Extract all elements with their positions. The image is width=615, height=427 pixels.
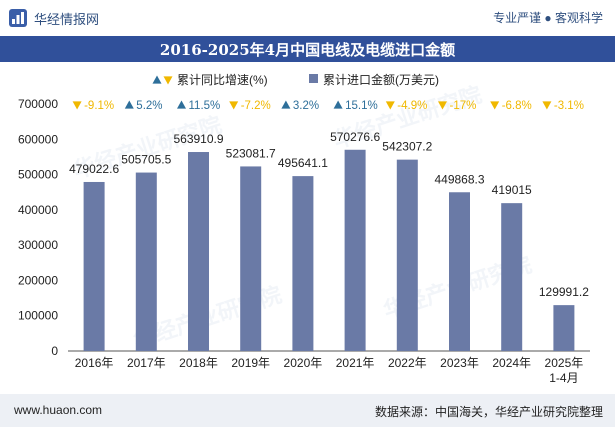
header: 华经情报网 专业严谨 ● 客观科学	[0, 0, 615, 36]
bar	[83, 181, 105, 351]
chart-logo-icon	[9, 9, 27, 27]
bar-value-label: 542307.2	[382, 140, 432, 154]
growth-label: -9.1%	[84, 100, 114, 112]
x-tick-label: 2024年	[492, 356, 531, 370]
y-tick-label: 200000	[18, 273, 58, 287]
growth-label: -17%	[450, 100, 477, 112]
bar-value-label: 449868.3	[434, 172, 484, 186]
tagline: 专业严谨 ● 客观科学	[493, 11, 603, 25]
growth-label: -4.9%	[397, 100, 427, 112]
bar	[553, 305, 575, 351]
footer-source: 数据来源：中国海关，华经产业研究院整理	[374, 405, 603, 419]
x-tick-label: 2017年	[127, 356, 166, 370]
bar-value-label: 419015	[492, 183, 532, 197]
y-tick-label: 300000	[18, 238, 58, 252]
growth-label: -7.2%	[241, 100, 271, 112]
growth-label: -6.8%	[502, 100, 532, 112]
y-tick-label: 0	[51, 344, 58, 358]
bar-value-label: 129991.2	[539, 285, 589, 299]
growth-down-triangle-icon	[490, 101, 500, 110]
bar	[344, 149, 366, 351]
x-tick-label: 2019年	[231, 356, 270, 370]
growth-down-triangle-icon	[438, 101, 447, 110]
y-tick-label: 400000	[18, 203, 58, 217]
bar	[292, 176, 314, 351]
legend-down-triangle-icon	[163, 76, 173, 85]
growth-down-triangle-icon	[542, 101, 552, 110]
growth-label: 15.1%	[345, 100, 378, 112]
footer: www.huaon.com 数据来源：中国海关，华经产业研究院整理	[0, 394, 615, 427]
bar	[135, 172, 157, 351]
growth-label: 5.2%	[136, 100, 162, 112]
y-tick-label: 100000	[18, 309, 58, 323]
bar	[396, 159, 418, 351]
y-tick-label: 500000	[18, 168, 58, 182]
bar-value-label: 505705.5	[121, 153, 171, 167]
bar-value-label: 495641.1	[278, 156, 328, 170]
bar	[188, 152, 209, 351]
bar-value-label: 570276.6	[330, 130, 380, 144]
legend-label-amount: 累计进口金额(万美元)	[323, 72, 439, 87]
growth-up-triangle-icon	[333, 100, 343, 109]
bar-value-label: 523081.7	[226, 146, 276, 160]
x-tick-label: 2023年	[440, 356, 479, 370]
growth-label: 11.5%	[189, 100, 221, 112]
growth-label: -3.1%	[554, 100, 584, 112]
bar	[240, 166, 262, 351]
x-tick-label: 2020年	[284, 356, 323, 370]
growth-up-triangle-icon	[124, 100, 134, 109]
site-name: 华经情报网	[34, 12, 100, 27]
x-tick-label: 2022年	[388, 356, 427, 370]
legend-swatch-amount	[309, 74, 318, 83]
growth-up-triangle-icon	[177, 100, 186, 109]
x-tick-label: 2021年	[336, 356, 375, 370]
bar-value-label: 479022.6	[69, 162, 119, 176]
bar-value-label: 563910.9	[173, 132, 223, 146]
bar	[501, 203, 523, 351]
footer-url[interactable]: www.huaon.com	[14, 403, 103, 417]
bar-chart: 累计同比增速(%) 累计进口金额(万美元) 0 100000 200000 300000 4…	[18, 72, 590, 385]
growth-label: 3.2%	[293, 100, 319, 112]
growth-down-triangle-icon	[72, 101, 82, 110]
growth-up-triangle-icon	[281, 100, 291, 109]
x-tick-label: 2016年	[75, 356, 114, 370]
title-bar: 2016-2025年4月中国电线及电缆进口金额	[0, 36, 615, 62]
chart-title: 2016-2025年4月中国电线及电缆进口金额	[159, 40, 456, 59]
y-tick-label: 700000	[18, 97, 58, 111]
y-tick-label: 600000	[18, 132, 58, 146]
legend-up-triangle-icon	[152, 75, 162, 84]
x-tick-label: 1-4月	[549, 371, 578, 385]
legend-label-growth: 累计同比增速(%)	[177, 73, 268, 87]
growth-down-triangle-icon	[229, 101, 239, 110]
x-tick-label: 2025年	[545, 356, 584, 370]
x-tick-label: 2018年	[179, 356, 218, 370]
growth-down-triangle-icon	[385, 101, 395, 110]
bar	[449, 192, 470, 351]
